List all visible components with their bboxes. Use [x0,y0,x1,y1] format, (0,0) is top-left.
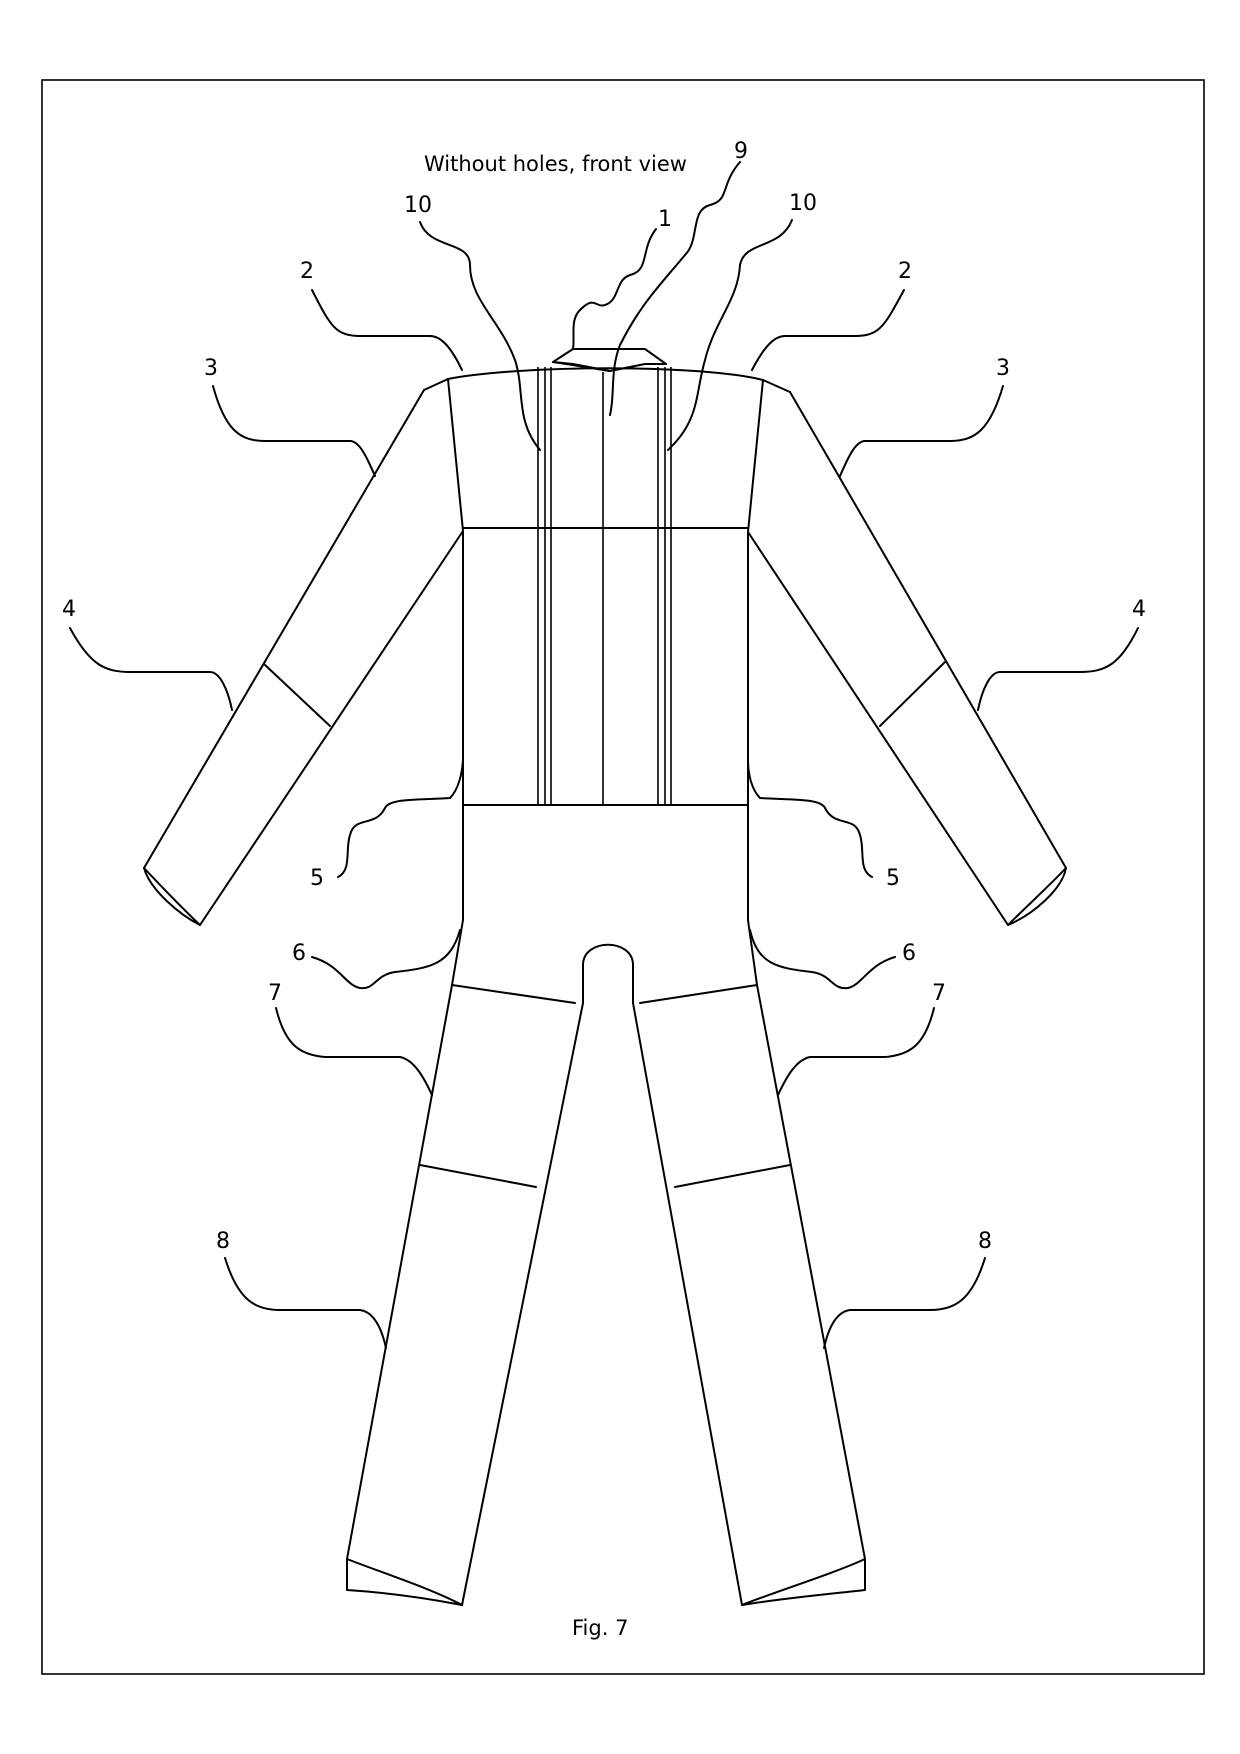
sheet-border [41,79,1205,1675]
label-5-left: 5 [310,866,324,891]
right-ankle [741,1558,866,1606]
left-sleeve-seam [263,663,331,727]
label-8-left: 8 [216,1229,230,1254]
figure-title: Without holes, front view [424,152,687,176]
leader-8-right [823,1257,986,1349]
torso-right-side [747,379,764,986]
right-shoulder-corner [762,379,791,393]
leader-4-right [977,627,1139,711]
label-2-left: 2 [300,259,314,284]
label-6-right: 6 [902,941,916,966]
leader-10-right [667,219,793,451]
right-sleeve [747,391,1067,926]
front-stripe-left [537,367,552,805]
collar-front-line [552,361,611,372]
leader-3-left [212,385,376,477]
left-leg-outer [346,984,453,1560]
left-knee-seam [419,1164,537,1188]
leader-6-left [311,929,461,990]
label-5-right: 5 [886,866,900,891]
left-ankle [346,1558,463,1606]
leader-3-right [839,385,1004,477]
leader-1 [572,228,657,350]
leader-6-right [749,929,896,990]
right-knee-seam [674,1164,791,1188]
leader-lines [69,161,1139,1349]
label-7-left: 7 [268,981,282,1006]
torso-left-side [447,378,464,986]
left-leg-inner [461,1002,584,1606]
leader-9 [609,161,741,416]
leader-7-left [275,1007,433,1096]
label-8-right: 8 [978,1229,992,1254]
figure-caption: Fig. 7 [572,1616,628,1640]
right-leg-inner [632,1002,743,1606]
leader-7-right [777,1007,935,1096]
leader-5-left [337,759,464,878]
label-6-left: 6 [292,941,306,966]
leader-8-left [224,1257,387,1349]
suit-outline [143,348,1067,1606]
leader-10-left [419,221,541,451]
left-shoulder-corner [423,378,449,391]
label-1: 1 [658,207,672,232]
leader-2-right [751,289,905,371]
shoulder-line [447,367,764,381]
leader-2-left [311,289,463,371]
label-10-left: 10 [404,193,432,218]
label-10-right: 10 [789,191,817,216]
label-3-right: 3 [996,356,1010,381]
crotch [582,943,634,1004]
left-hip-seam [451,984,576,1004]
left-sleeve [143,389,464,926]
leader-5-right [747,759,873,878]
label-4-left: 4 [62,597,76,622]
label-7-right: 7 [932,981,946,1006]
front-stripe-right [657,367,672,805]
right-cuff [1007,867,1067,926]
leader-4-left [69,627,233,711]
label-9: 9 [734,139,748,164]
reference-numerals: 1 9 10 10 2 2 3 3 4 4 5 5 6 6 7 7 8 8 [62,139,1146,1254]
label-4-right: 4 [1132,597,1146,622]
right-hip-seam [639,984,758,1004]
label-2-right: 2 [898,259,912,284]
label-3-left: 3 [204,356,218,381]
right-leg-outer [756,984,866,1560]
right-sleeve-seam [879,661,946,727]
left-cuff [143,867,201,926]
